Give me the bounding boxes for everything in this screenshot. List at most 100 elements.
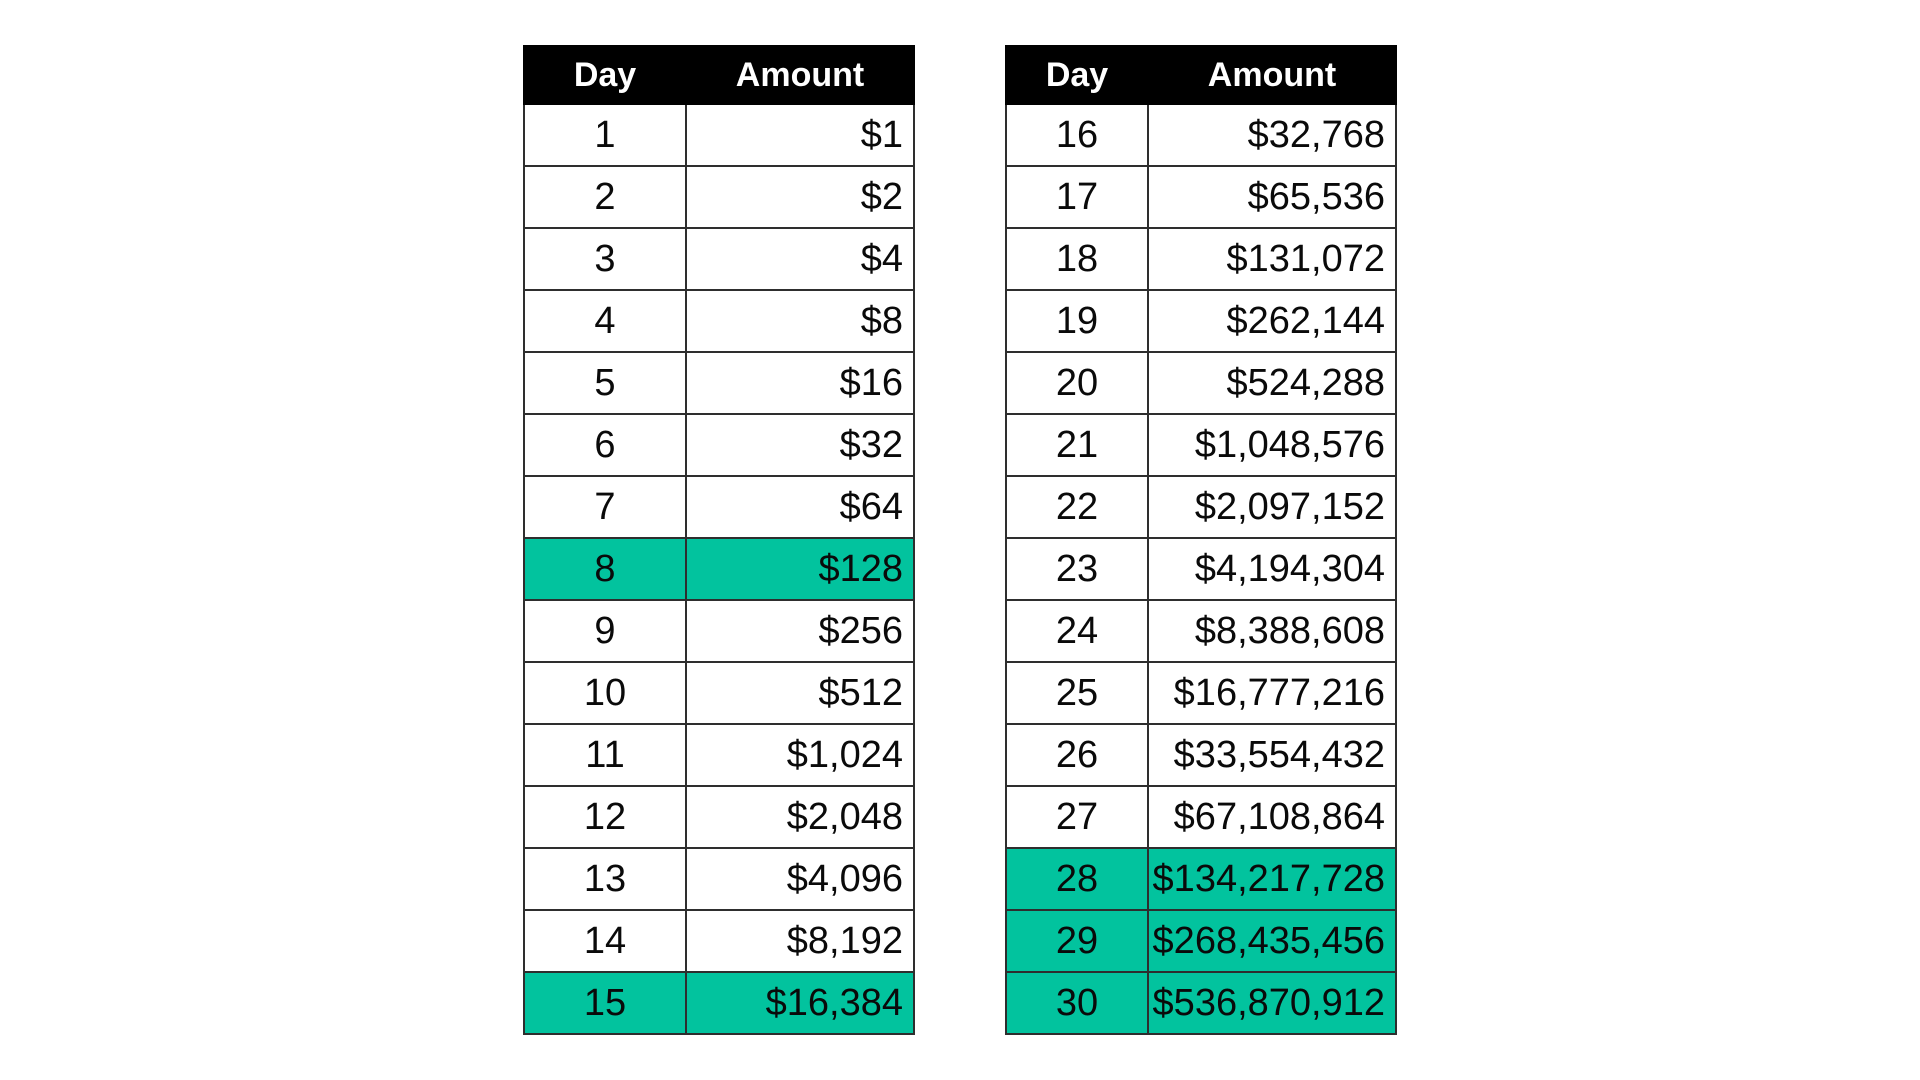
table-row: 24 $8,388,608 [1005,599,1397,663]
amount-column-header: Amount [1147,45,1397,105]
table-row: 9 $256 [523,599,915,663]
amount-cell: $4,194,304 [1147,537,1397,601]
table-row: 13 $4,096 [523,847,915,911]
table-row: 19 $262,144 [1005,289,1397,353]
day-cell: 22 [1005,475,1149,539]
day-cell: 12 [523,785,687,849]
day-cell: 7 [523,475,687,539]
table-row: 16 $32,768 [1005,103,1397,167]
header-row: Day Amount [523,45,915,105]
table-row: 17 $65,536 [1005,165,1397,229]
amount-column-header: Amount [685,45,915,105]
table-row: 11 $1,024 [523,723,915,787]
doubling-table-days-16-30: Day Amount 16 $32,768 17 $65,536 18 $131,072 1… [1005,45,1397,1035]
table-row: 1 $1 [523,103,915,167]
day-cell: 3 [523,227,687,291]
day-cell: 27 [1005,785,1149,849]
day-cell: 16 [1005,103,1149,167]
amount-cell: $8,192 [685,909,915,973]
day-cell: 15 [523,971,687,1035]
table-row: 12 $2,048 [523,785,915,849]
amount-cell: $128 [685,537,915,601]
day-cell: 10 [523,661,687,725]
amount-cell: $1,024 [685,723,915,787]
table-row: 23 $4,194,304 [1005,537,1397,601]
table-row: 14 $8,192 [523,909,915,973]
day-column-header: Day [523,45,687,105]
amount-cell: $65,536 [1147,165,1397,229]
table-row: 30 $536,870,912 [1005,971,1397,1035]
table-row: 25 $16,777,216 [1005,661,1397,725]
day-cell: 8 [523,537,687,601]
day-cell: 28 [1005,847,1149,911]
table-row: 28 $134,217,728 [1005,847,1397,911]
table-row: 8 $128 [523,537,915,601]
day-cell: 30 [1005,971,1149,1035]
day-cell: 2 [523,165,687,229]
amount-cell: $4,096 [685,847,915,911]
table-row: 2 $2 [523,165,915,229]
day-cell: 9 [523,599,687,663]
day-column-header: Day [1005,45,1149,105]
amount-cell: $512 [685,661,915,725]
table-row: 27 $67,108,864 [1005,785,1397,849]
amount-cell: $32 [685,413,915,477]
amount-cell: $1 [685,103,915,167]
table-row: 3 $4 [523,227,915,291]
day-cell: 24 [1005,599,1149,663]
amount-cell: $32,768 [1147,103,1397,167]
table-body: 16 $32,768 17 $65,536 18 $131,072 19 $262,144 20… [1005,103,1397,1035]
day-cell: 1 [523,103,687,167]
amount-cell: $4 [685,227,915,291]
table-row: 20 $524,288 [1005,351,1397,415]
amount-cell: $536,870,912 [1147,971,1397,1035]
day-cell: 26 [1005,723,1149,787]
doubling-table-days-1-15: Day Amount 1 $1 2 $2 3 $4 4 $8 5 $16 6 $32 7 $64 8 $128… [523,45,915,1035]
table-row: 7 $64 [523,475,915,539]
table-row: 15 $16,384 [523,971,915,1035]
amount-cell: $8,388,608 [1147,599,1397,663]
day-cell: 23 [1005,537,1149,601]
amount-cell: $33,554,432 [1147,723,1397,787]
day-cell: 29 [1005,909,1149,973]
amount-cell: $268,435,456 [1147,909,1397,973]
amount-cell: $1,048,576 [1147,413,1397,477]
day-cell: 20 [1005,351,1149,415]
table-header: Day Amount [523,45,915,105]
amount-cell: $67,108,864 [1147,785,1397,849]
table-row: 18 $131,072 [1005,227,1397,291]
day-cell: 25 [1005,661,1149,725]
amount-cell: $524,288 [1147,351,1397,415]
amount-cell: $131,072 [1147,227,1397,291]
table-row: 4 $8 [523,289,915,353]
amount-cell: $16,384 [685,971,915,1035]
day-cell: 4 [523,289,687,353]
table-row: 26 $33,554,432 [1005,723,1397,787]
amount-cell: $8 [685,289,915,353]
day-cell: 21 [1005,413,1149,477]
table-row: 29 $268,435,456 [1005,909,1397,973]
amount-cell: $134,217,728 [1147,847,1397,911]
amount-cell: $2,048 [685,785,915,849]
table-body: 1 $1 2 $2 3 $4 4 $8 5 $16 6 $32 7 $64 8 $128 9 $256 10 $512… [523,103,915,1035]
table-row: 5 $16 [523,351,915,415]
table-row: 21 $1,048,576 [1005,413,1397,477]
header-row: Day Amount [1005,45,1397,105]
day-cell: 5 [523,351,687,415]
day-cell: 13 [523,847,687,911]
table-row: 6 $32 [523,413,915,477]
day-cell: 14 [523,909,687,973]
table-row: 10 $512 [523,661,915,725]
amount-cell: $256 [685,599,915,663]
day-cell: 19 [1005,289,1149,353]
amount-cell: $2,097,152 [1147,475,1397,539]
day-cell: 17 [1005,165,1149,229]
amount-cell: $2 [685,165,915,229]
amount-cell: $64 [685,475,915,539]
day-cell: 11 [523,723,687,787]
table-row: 22 $2,097,152 [1005,475,1397,539]
amount-cell: $16 [685,351,915,415]
day-cell: 18 [1005,227,1149,291]
amount-cell: $262,144 [1147,289,1397,353]
table-header: Day Amount [1005,45,1397,105]
